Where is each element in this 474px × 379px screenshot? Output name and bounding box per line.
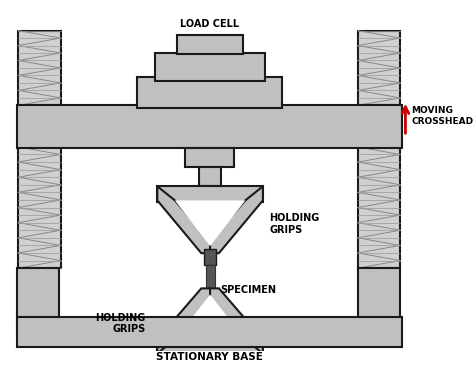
Bar	[157, 186, 263, 202]
Bar	[137, 77, 282, 108]
Bar	[358, 268, 400, 334]
Bar	[17, 105, 402, 147]
Bar	[157, 338, 263, 354]
Bar	[155, 53, 264, 81]
Bar	[18, 132, 61, 268]
Polygon shape	[210, 186, 263, 253]
Polygon shape	[157, 186, 210, 253]
Bar	[206, 265, 215, 324]
Text: SPECIMEN: SPECIMEN	[221, 285, 277, 295]
Bar	[199, 369, 221, 379]
Text: HOLDING
GRIPS: HOLDING GRIPS	[96, 313, 146, 334]
Bar	[204, 324, 216, 340]
Text: LOAD CELL: LOAD CELL	[180, 19, 239, 29]
Text: STATIONARY BASE: STATIONARY BASE	[156, 352, 263, 362]
Bar	[204, 249, 216, 265]
Text: MOVING
CROSSHEAD: MOVING CROSSHEAD	[411, 106, 474, 125]
Bar	[358, 31, 400, 105]
Polygon shape	[210, 288, 263, 354]
Polygon shape	[157, 288, 210, 354]
Bar	[185, 147, 234, 167]
Bar	[17, 316, 402, 347]
Bar	[17, 268, 59, 334]
Polygon shape	[175, 200, 246, 246]
Bar	[177, 35, 243, 54]
Bar	[199, 167, 221, 186]
Text: HOLDING
GRIPS: HOLDING GRIPS	[269, 213, 319, 235]
Polygon shape	[175, 294, 246, 340]
Bar	[18, 31, 61, 105]
Bar	[185, 354, 234, 369]
Bar	[358, 132, 400, 268]
